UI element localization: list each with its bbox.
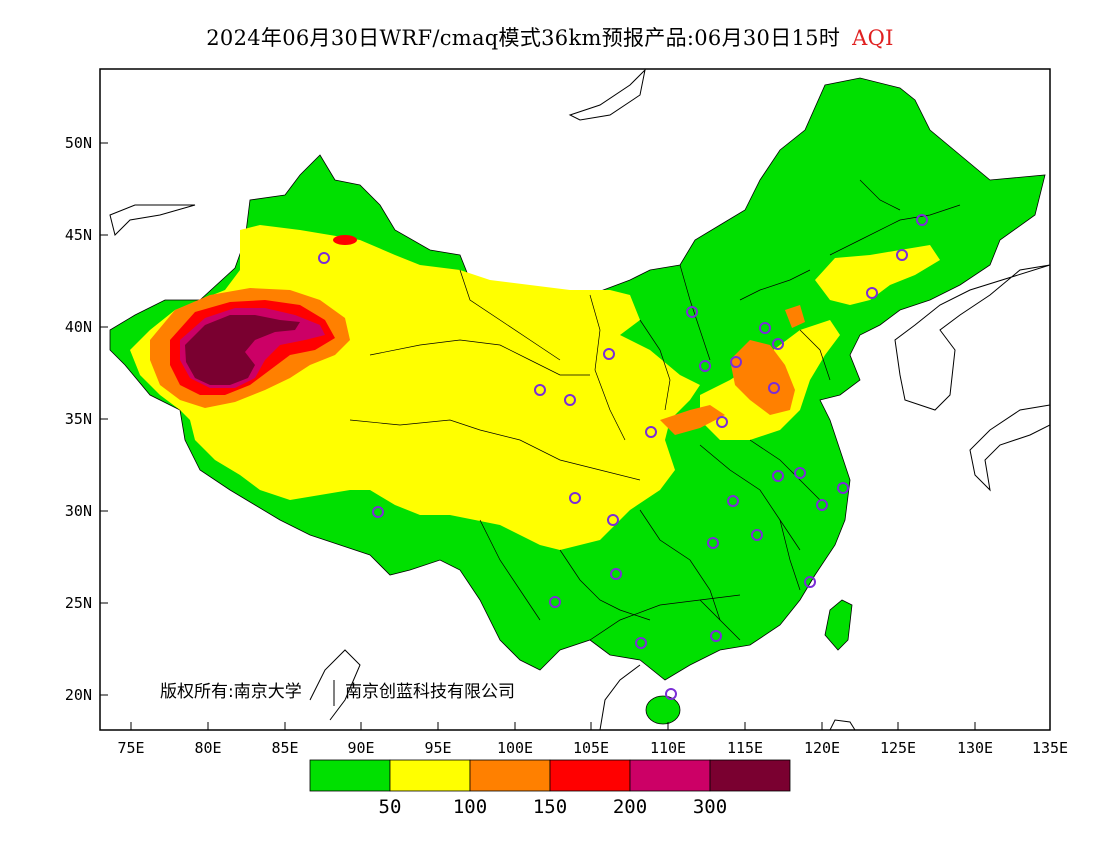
longitude-axis: 75E 80E 85E 90E 95E 100E 105E 110E 115E 120E 125E 1… xyxy=(117,722,1068,757)
station-marker xyxy=(916,214,928,226)
station-marker xyxy=(751,529,763,541)
station-marker xyxy=(699,360,711,372)
latitude-tick-label: 25N xyxy=(65,594,92,612)
station-marker xyxy=(603,348,615,360)
longitude-tick-label: 75E xyxy=(117,739,144,757)
province-boundaries xyxy=(349,179,961,641)
longitude-tick-label: 130E xyxy=(957,739,993,757)
aqi-hotspot-unhealthy xyxy=(333,235,357,245)
station-marker xyxy=(607,514,619,526)
station-marker xyxy=(896,249,908,261)
station-marker xyxy=(569,492,581,504)
station-marker xyxy=(534,384,546,396)
copyright-text: 版权所有:南京大学 xyxy=(160,682,302,702)
aqi-region-usg-north-china xyxy=(730,340,795,415)
station-marker xyxy=(816,499,828,511)
station-marker xyxy=(635,637,647,649)
longitude-tick-label: 120E xyxy=(804,739,840,757)
aqi-region-hazardous xyxy=(185,315,300,385)
coastline-luzon xyxy=(829,719,856,730)
station-marker xyxy=(318,252,330,264)
longitude-tick-label: 95E xyxy=(424,739,451,757)
station-marker xyxy=(727,495,739,507)
station-marker xyxy=(645,426,657,438)
latitude-axis: 50N 45N 40N 35N 30N 25N 20N xyxy=(65,134,108,704)
station-marker xyxy=(804,576,816,588)
station-marker xyxy=(730,356,742,368)
station-marker xyxy=(665,688,677,700)
longitude-tick-label: 80E xyxy=(194,739,221,757)
station-marker xyxy=(686,306,698,318)
map-layers xyxy=(109,69,1050,730)
latitude-tick-label: 45N xyxy=(65,226,92,244)
copyright-company: 南京创蓝科技有限公司 xyxy=(345,682,515,702)
coastline-japan xyxy=(969,404,1050,492)
longitude-tick-label: 110E xyxy=(650,739,686,757)
station-marker xyxy=(716,416,728,428)
coastline-bay-of-bengal xyxy=(309,649,361,721)
observation-stations xyxy=(318,214,928,700)
longitude-tick-label: 85E xyxy=(271,739,298,757)
latitude-tick-label: 35N xyxy=(65,410,92,428)
coastline-caspian xyxy=(109,204,196,236)
longitude-tick-label: 115E xyxy=(727,739,763,757)
coastline-gulf-of-tonkin xyxy=(599,664,641,730)
latitude-tick-label: 50N xyxy=(65,134,92,152)
station-marker xyxy=(768,382,780,394)
longitude-tick-label: 105E xyxy=(573,739,609,757)
station-marker xyxy=(564,394,576,406)
longitude-tick-label: 100E xyxy=(497,739,533,757)
station-marker xyxy=(866,287,878,299)
station-marker xyxy=(772,338,784,350)
station-marker xyxy=(772,470,784,482)
taiwan-island xyxy=(824,599,853,651)
title-variable: AQI xyxy=(852,26,894,50)
station-marker xyxy=(549,596,561,608)
station-marker xyxy=(610,568,622,580)
coastline-lake-baikal xyxy=(568,69,646,121)
longitude-tick-label: 90E xyxy=(347,739,374,757)
longitude-tick-label: 125E xyxy=(880,739,916,757)
title-text: 2024年06月30日WRF/cmaq模式36km预报产品:06月30日15时 xyxy=(206,26,841,50)
aqi-region-usg-bohai xyxy=(785,305,805,328)
map-title: 2024年06月30日WRF/cmaq模式36km预报产品:06月30日15时 A… xyxy=(0,22,1100,52)
longitude-tick-label: 135E xyxy=(1032,739,1068,757)
station-marker xyxy=(759,322,771,334)
latitude-tick-label: 20N xyxy=(65,686,92,704)
station-marker xyxy=(707,537,719,549)
station-marker xyxy=(710,630,722,642)
station-marker xyxy=(372,506,384,518)
latitude-tick-label: 30N xyxy=(65,502,92,520)
station-marker xyxy=(837,482,849,494)
aqi-region-usg-central xyxy=(660,405,725,435)
station-marker xyxy=(794,467,806,479)
aqi-region-moderate-northeast xyxy=(815,245,940,305)
latitude-tick-label: 40N xyxy=(65,318,92,336)
hainan-island xyxy=(645,695,681,725)
coastline-korea-japan xyxy=(894,264,1050,411)
